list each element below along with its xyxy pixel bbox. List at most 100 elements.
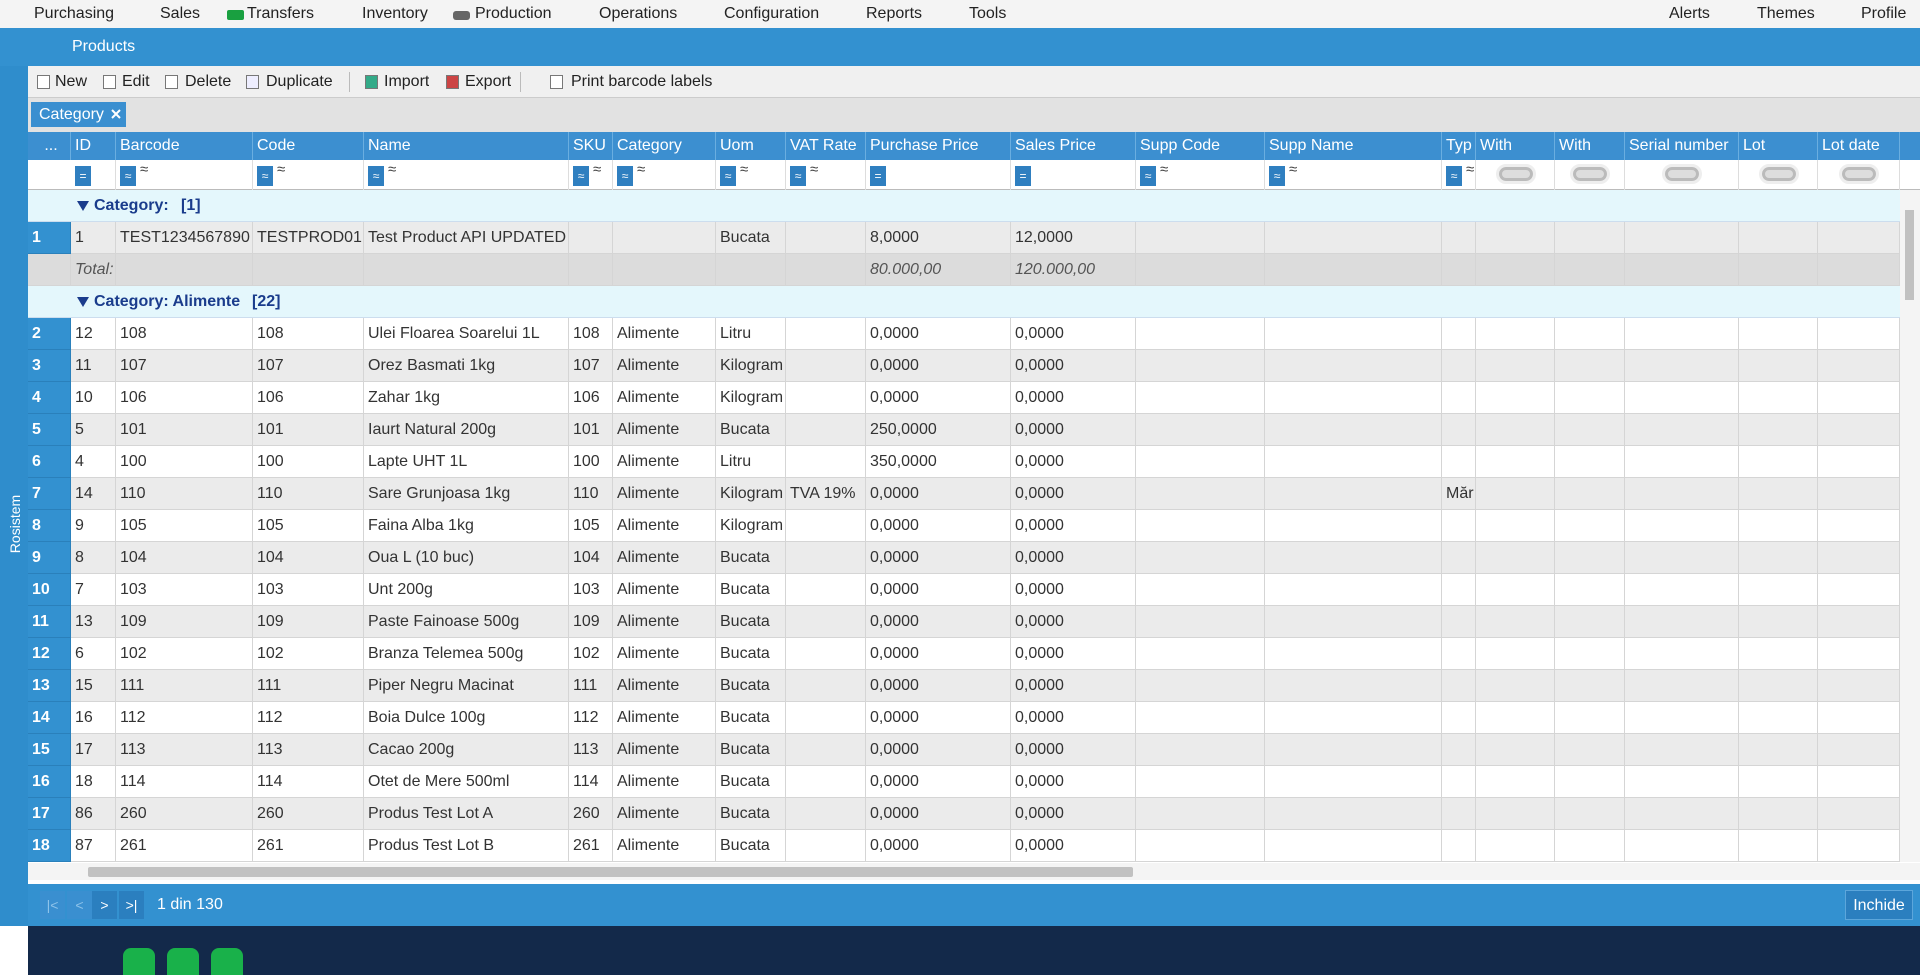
- filter-input[interactable]: ≈: [140, 161, 149, 178]
- filter-input[interactable]: ≈: [388, 161, 397, 178]
- toggle[interactable]: [1758, 164, 1799, 184]
- v-thumb[interactable]: [1905, 210, 1914, 300]
- menu-item[interactable]: Tools: [969, 5, 1007, 22]
- column-header-cell[interactable]: VAT Rate: [786, 132, 866, 160]
- toggle[interactable]: [1839, 164, 1879, 184]
- column-header-cell[interactable]: Sales Price: [1011, 132, 1136, 160]
- column-header-cell[interactable]: Supp Name: [1265, 132, 1442, 160]
- filter-button[interactable]: ≈: [1269, 166, 1285, 186]
- expand-arrow[interactable]: [77, 200, 89, 212]
- filter-button[interactable]: ≈: [1140, 166, 1156, 186]
- column-header-cell[interactable]: Supp Code: [1136, 132, 1265, 160]
- filter-input[interactable]: ≈: [277, 161, 286, 178]
- expand-arrow[interactable]: [77, 296, 89, 308]
- column-header-cell[interactable]: SKU: [569, 132, 613, 160]
- chip-close[interactable]: [111, 109, 122, 119]
- close-button[interactable]: Inchide: [1845, 890, 1913, 920]
- filter-input[interactable]: ≈: [637, 161, 646, 178]
- filter-button[interactable]: =: [75, 166, 91, 186]
- group-panel: Category: [28, 98, 1920, 132]
- column-header-cell[interactable]: With: [1555, 132, 1625, 160]
- menu-item[interactable]: Reports: [866, 5, 923, 22]
- cell: [1818, 702, 1900, 734]
- menu-item[interactable]: Sales: [160, 5, 201, 22]
- pager-button[interactable]: >|: [119, 891, 144, 919]
- column-header-cell[interactable]: Code: [253, 132, 364, 160]
- h-thumb[interactable]: [88, 867, 1133, 877]
- column-header-cell[interactable]: Barcode: [116, 132, 253, 160]
- filter-input[interactable]: ≈: [1160, 161, 1169, 178]
- column-header-cell[interactable]: Serial number: [1625, 132, 1739, 160]
- cell: [786, 830, 866, 862]
- taskbar-icon[interactable]: [167, 948, 199, 975]
- filter-input[interactable]: ≈: [810, 161, 819, 178]
- cell: [1555, 830, 1625, 862]
- column-header-cell[interactable]: Typ: [1442, 132, 1476, 160]
- filter-input[interactable]: ≈: [593, 161, 602, 178]
- toolbar-button[interactable]: Delete: [185, 73, 232, 90]
- cell: Alimente: [613, 510, 716, 542]
- column-header-cell[interactable]: Uom: [716, 132, 786, 160]
- group-row[interactable]: Category: Alimente [22]: [28, 286, 1900, 318]
- sidebar[interactable]: Rosistem: [0, 66, 28, 926]
- cell: [1265, 574, 1442, 606]
- pager-button[interactable]: |<: [40, 891, 65, 919]
- column-header-cell[interactable]: ...: [28, 132, 71, 160]
- column-header-cell[interactable]: Lot date: [1818, 132, 1900, 160]
- filter-chip[interactable]: Category: [31, 102, 126, 127]
- column-header-cell[interactable]: With: [1476, 132, 1555, 160]
- toolbar-icon: [446, 75, 459, 89]
- menu-item[interactable]: Alerts: [1669, 5, 1710, 22]
- toggle[interactable]: [1570, 164, 1610, 184]
- toggle[interactable]: [1662, 164, 1702, 184]
- filter-button[interactable]: ≈: [573, 166, 589, 186]
- cell: [1555, 446, 1625, 478]
- column-header-cell[interactable]: Purchase Price: [866, 132, 1011, 160]
- menu-item[interactable]: Transfers: [247, 5, 314, 22]
- menu-item[interactable]: Profile: [1861, 5, 1907, 22]
- filter-button[interactable]: =: [1015, 166, 1031, 186]
- toolbar-button[interactable]: New: [55, 73, 88, 90]
- v-scrollbar[interactable]: [1900, 190, 1920, 862]
- filter-button[interactable]: ≈: [720, 166, 736, 186]
- toggle[interactable]: [1495, 164, 1536, 184]
- menu-item[interactable]: Configuration: [724, 5, 820, 22]
- menu-item[interactable]: Themes: [1757, 5, 1815, 22]
- column-header-cell[interactable]: ID: [71, 132, 116, 160]
- cell: [1625, 318, 1739, 350]
- menu-item[interactable]: Production: [475, 5, 552, 22]
- menu-item[interactable]: Inventory: [362, 5, 428, 22]
- filter-input[interactable]: ≈: [1289, 161, 1298, 178]
- taskbar-icon[interactable]: [211, 948, 243, 975]
- filter-button[interactable]: ≈: [1446, 166, 1462, 186]
- filter-input[interactable]: ≈: [740, 161, 749, 178]
- filter-input[interactable]: ≈: [1466, 161, 1475, 178]
- filter-button[interactable]: ≈: [120, 166, 136, 186]
- h-scrollbar[interactable]: [28, 863, 1920, 880]
- toolbar-button[interactable]: Import: [384, 73, 430, 90]
- pager-button[interactable]: >: [92, 891, 117, 919]
- cell: [786, 702, 866, 734]
- pager-button[interactable]: <: [67, 891, 92, 919]
- toolbar-button[interactable]: Export: [465, 73, 512, 90]
- filter-cell-border: [568, 160, 569, 190]
- toolbar-button[interactable]: Edit: [122, 73, 150, 90]
- menu-item[interactable]: Operations: [599, 5, 678, 22]
- column-header-cell[interactable]: Category: [613, 132, 716, 160]
- group-row[interactable]: Category: [1]: [28, 190, 1900, 222]
- cell: Bucata: [716, 542, 786, 574]
- filter-button[interactable]: ≈: [368, 166, 384, 186]
- filter-button[interactable]: =: [870, 166, 886, 186]
- toolbar-button[interactable]: Duplicate: [266, 73, 333, 90]
- taskbar-icon[interactable]: [123, 948, 155, 975]
- toolbar-button[interactable]: Print barcode labels: [571, 73, 713, 90]
- toolbar-icon: [165, 75, 178, 89]
- filter-button[interactable]: ≈: [617, 166, 633, 186]
- cell: TESTPROD01: [253, 222, 364, 254]
- filter-button[interactable]: ≈: [790, 166, 806, 186]
- menu-item[interactable]: Purchasing: [34, 5, 115, 22]
- filter-button[interactable]: ≈: [257, 166, 273, 186]
- cell: 120.000,00: [1011, 254, 1136, 286]
- column-header-cell[interactable]: Name: [364, 132, 569, 160]
- column-header-cell[interactable]: Lot: [1739, 132, 1818, 160]
